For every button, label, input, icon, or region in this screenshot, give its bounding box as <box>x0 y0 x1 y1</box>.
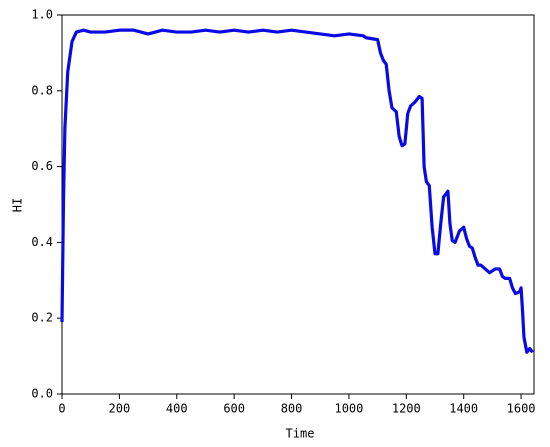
y-axis-label: HI <box>11 198 25 212</box>
x-tick-label: 1400 <box>449 402 478 416</box>
x-tick-label: 800 <box>281 402 303 416</box>
y-tick-label: 0.8 <box>31 83 53 97</box>
x-tick-label: 400 <box>166 402 188 416</box>
y-tick-label: 0.6 <box>31 159 53 173</box>
x-tick-label: 600 <box>223 402 245 416</box>
x-tick-label: 0 <box>58 402 65 416</box>
plot-frame <box>61 14 535 395</box>
x-tick-label: 1000 <box>334 402 363 416</box>
x-tick-label: 1600 <box>507 402 536 416</box>
x-axis-label: Time <box>286 427 315 441</box>
y-tick-label: 0.2 <box>31 311 53 325</box>
y-tick-label: 1.0 <box>31 8 53 22</box>
x-tick-label: 1200 <box>392 402 421 416</box>
y-tick-label: 0.0 <box>31 387 53 401</box>
data-line <box>60 28 534 354</box>
x-tick-label: 200 <box>109 402 131 416</box>
y-tick-label: 0.4 <box>31 235 53 249</box>
